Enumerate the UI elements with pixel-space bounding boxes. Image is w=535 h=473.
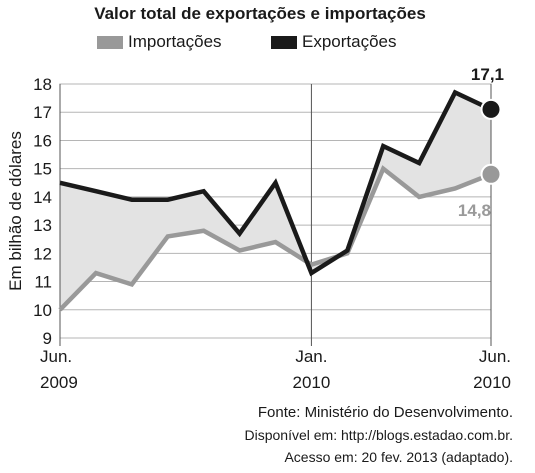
y-tick-label: 13 (33, 216, 52, 235)
endpoint-label-importacoes: 14,8 (458, 201, 491, 220)
endpoint-label-exportacoes: 17,1 (471, 65, 504, 84)
x-tick-label-year: 2010 (293, 373, 331, 392)
x-tick-label-month: Jun. (479, 347, 511, 366)
y-axis-label: Em bilhão de dólares (6, 131, 25, 291)
legend-swatch-importacoes (97, 36, 123, 50)
x-tick-label-month: Jun. (40, 347, 72, 366)
endpoint-marker-exportacoes (480, 98, 502, 120)
source-line: Fonte: Ministério do Desenvolvimento. (257, 404, 513, 421)
legend-label-exportacoes: Exportações (302, 32, 397, 51)
access-date-line: Acesso em: 20 fev. 2013 (adaptado). (284, 449, 513, 465)
y-tick-label: 14 (33, 188, 52, 207)
y-tick-label: 10 (33, 301, 52, 320)
y-tick-label: 11 (34, 273, 52, 292)
x-tick-label-month: Jan. (295, 347, 327, 366)
legend-swatch-exportacoes (271, 36, 297, 50)
series-line-exportacoes (59, 89, 492, 277)
line-chart: 9 10 11 12 13 14 15 16 17 18 Jun. 2009 Jan. 2010 Jun. 2… (6, 65, 511, 392)
availability-line: Disponível em: http://blogs.estadao.com.… (244, 427, 513, 443)
y-tick-label: 15 (33, 160, 52, 179)
series-line-importacoes (58, 165, 492, 312)
y-tick-label: 18 (33, 75, 52, 94)
y-tick-label: 9 (43, 329, 52, 348)
y-tick-label: 12 (33, 244, 52, 263)
y-tick-label: 17 (33, 103, 52, 122)
legend-item-exportacoes: Exportações (271, 32, 397, 52)
legend-item-importacoes: Importações (97, 32, 222, 52)
x-tick-label-year: 2010 (473, 373, 511, 392)
y-tick-label: 16 (33, 131, 52, 150)
x-tick-label-year: 2009 (40, 373, 78, 392)
endpoint-marker-importacoes (480, 163, 502, 185)
chart-title: Valor total de exportações e importações (94, 4, 426, 23)
legend-label-importacoes: Importações (128, 32, 222, 51)
